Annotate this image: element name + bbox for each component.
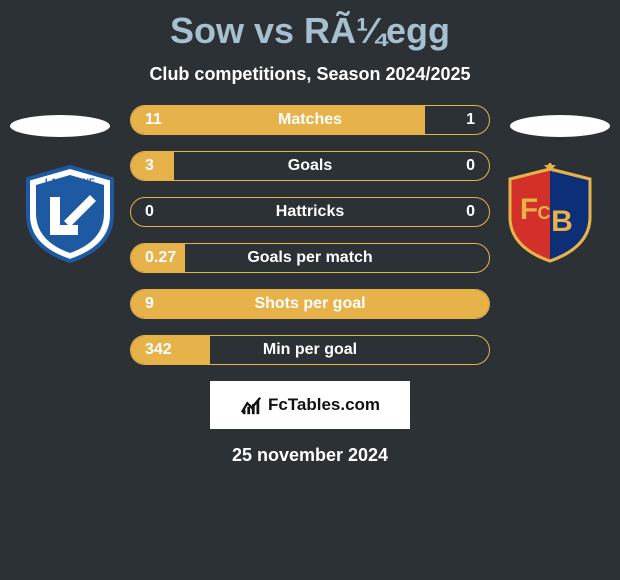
page-title: Sow vs RÃ¼egg [0, 0, 620, 52]
left-club-crest: LAUSANNE [20, 163, 120, 263]
stat-label: Goals [288, 157, 332, 175]
stat-bars: 11 Matches 1 3 Goals 0 0 Hattricks 0 0.27 Goals pe… [130, 105, 490, 365]
brand-text: FcTables.com [268, 395, 380, 415]
svg-text:F: F [520, 193, 538, 226]
stat-row-goals-per-match: 0.27 Goals per match [130, 243, 490, 273]
right-player-ellipse [510, 115, 610, 137]
stat-right-value: 0 [466, 157, 475, 175]
stat-row-matches: 11 Matches 1 [130, 105, 490, 135]
stat-row-hattricks: 0 Hattricks 0 [130, 197, 490, 227]
basel-crest-icon: F B C [500, 163, 600, 263]
stat-right-value: 0 [466, 203, 475, 221]
stat-label: Hattricks [276, 203, 344, 221]
stat-left-value: 342 [145, 341, 172, 359]
stat-label: Goals per match [247, 249, 372, 267]
stat-left-value: 0.27 [145, 249, 176, 267]
stat-label: Shots per goal [254, 295, 365, 313]
svg-text:B: B [551, 205, 573, 238]
svg-text:C: C [538, 203, 551, 223]
stat-row-min-per-goal: 342 Min per goal [130, 335, 490, 365]
stat-row-goals: 3 Goals 0 [130, 151, 490, 181]
date-text: 25 november 2024 [0, 445, 620, 466]
stat-left-value: 11 [145, 111, 162, 129]
subtitle: Club competitions, Season 2024/2025 [0, 64, 620, 85]
svg-text:LAUSANNE: LAUSANNE [45, 177, 95, 187]
stat-left-value: 0 [145, 203, 154, 221]
right-club-crest: F B C [500, 163, 600, 263]
lausanne-crest-icon: LAUSANNE [20, 163, 120, 263]
left-player-ellipse [10, 115, 110, 137]
comparison-panel: LAUSANNE F B C 11 Matches 1 3 Goals 0 0 Hattric… [0, 105, 620, 365]
fctables-logo-icon [240, 394, 262, 416]
stat-right-value: 1 [466, 111, 475, 129]
stat-label: Min per goal [263, 341, 357, 359]
stat-label: Matches [278, 111, 342, 129]
brand-badge: FcTables.com [210, 381, 410, 429]
stat-row-shots-per-goal: 9 Shots per goal [130, 289, 490, 319]
stat-left-value: 3 [145, 157, 154, 175]
stat-left-value: 9 [145, 295, 154, 313]
